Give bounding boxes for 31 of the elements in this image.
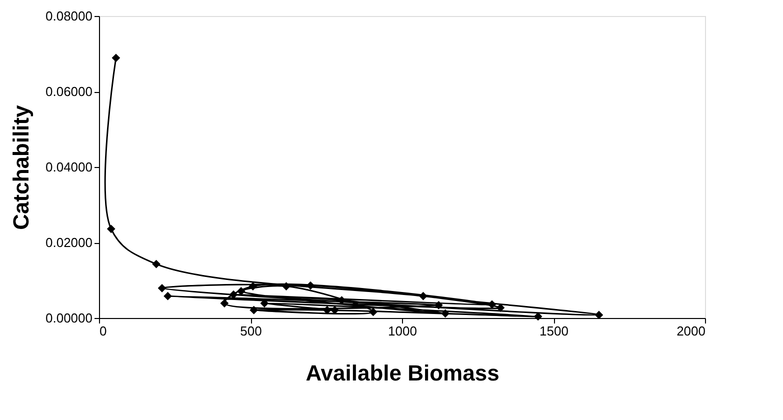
x-axis-title: Available Biomass	[306, 360, 500, 386]
x-tick-label: 500	[240, 324, 262, 338]
point	[158, 284, 166, 292]
point	[496, 304, 505, 312]
point	[250, 306, 258, 314]
x-tick-label: 1500	[540, 324, 568, 338]
point	[369, 308, 378, 316]
point	[236, 287, 246, 296]
y-tick-label: 0.02000	[46, 235, 92, 250]
point	[112, 54, 120, 62]
x-tick-label: 0	[100, 324, 107, 338]
point	[434, 300, 443, 310]
x-tick-label: 1000	[388, 324, 417, 338]
point	[248, 282, 258, 290]
point	[330, 306, 339, 314]
point	[220, 299, 229, 308]
y-tick-label: 0.06000	[46, 84, 92, 99]
y-tick-label: 0.04000	[46, 160, 92, 174]
x-tick-label: 2000	[676, 324, 706, 338]
point	[164, 292, 172, 300]
point	[441, 309, 450, 318]
point	[594, 310, 604, 320]
point	[534, 312, 542, 321]
point	[152, 260, 160, 268]
y-tick-label: 0.08000	[46, 8, 92, 24]
point	[419, 292, 428, 300]
y-axis-title: Catchability	[8, 104, 34, 230]
point	[106, 224, 116, 234]
y-tick-label: 0.00000	[46, 310, 92, 326]
point	[282, 282, 290, 290]
point	[322, 306, 332, 314]
